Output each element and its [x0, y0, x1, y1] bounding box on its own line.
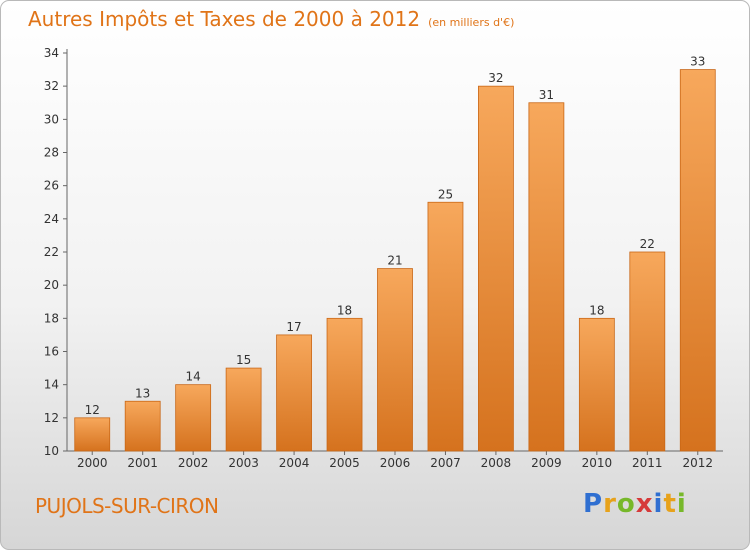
- data-label: 18: [589, 303, 604, 317]
- y-tick-label: 18: [44, 311, 59, 325]
- data-label: 31: [539, 88, 554, 102]
- logo-letter: i: [653, 489, 664, 519]
- y-tick-label: 34: [44, 46, 59, 60]
- data-label: 14: [186, 370, 201, 384]
- bar: [175, 384, 212, 452]
- data-label: 25: [438, 187, 453, 201]
- x-tick-label: 2008: [481, 456, 512, 470]
- x-tick-label: 2007: [430, 456, 461, 470]
- y-tick-label: 24: [44, 212, 59, 226]
- town-name: PUJOLS-SUR-CIRON: [35, 494, 219, 518]
- bar: [478, 85, 514, 452]
- bar: [377, 268, 413, 452]
- x-tick-label: 2011: [632, 456, 663, 470]
- x-tick-label: 2000: [77, 456, 108, 470]
- x-tick-label: 2010: [582, 456, 613, 470]
- y-tick-label: 32: [44, 79, 59, 93]
- x-tick-label: 2001: [127, 456, 158, 470]
- data-label: 12: [85, 403, 100, 417]
- bar: [276, 334, 312, 452]
- chart-title: Autres Impôts et Taxes de 2000 à 2012 (en…: [28, 7, 514, 31]
- y-tick-label: 26: [44, 179, 59, 193]
- bar: [74, 417, 111, 452]
- logo-letter: i: [676, 489, 687, 519]
- bar: [225, 367, 262, 452]
- logo-letter: r: [603, 489, 617, 519]
- y-tick-label: 20: [44, 278, 59, 292]
- x-tick-label: 2004: [279, 456, 310, 470]
- data-label: 33: [690, 55, 705, 69]
- data-label: 32: [488, 71, 503, 85]
- logo-letter: t: [663, 489, 677, 519]
- data-label: 17: [286, 320, 301, 334]
- y-tick-label: 22: [44, 245, 59, 259]
- data-label: 13: [135, 386, 150, 400]
- logo-letter: P: [583, 489, 604, 519]
- data-label: 21: [387, 254, 402, 268]
- bar: [679, 69, 716, 452]
- bar: [326, 317, 363, 452]
- x-tick-label: 2005: [329, 456, 360, 470]
- data-label: 22: [640, 237, 655, 251]
- x-tick-label: 2002: [178, 456, 209, 470]
- chart-bars: [74, 69, 716, 452]
- chart-title-main: Autres Impôts et Taxes de 2000 à 2012: [28, 7, 421, 31]
- x-tick-label: 2012: [682, 456, 713, 470]
- y-tick-label: 28: [44, 146, 59, 160]
- x-tick-label: 2006: [380, 456, 411, 470]
- data-label: 15: [236, 353, 251, 367]
- proxiti-logo: Proxiti: [583, 489, 687, 519]
- bar: [578, 317, 615, 452]
- chart-labels: 12 2000 13 2001 14 2002 15 2003 17 2004 18 2005 21 20…: [77, 55, 713, 470]
- bar: [427, 201, 464, 452]
- bar: [124, 400, 161, 452]
- bar: [528, 102, 565, 452]
- y-tick-label: 12: [44, 411, 59, 425]
- logo-letter: o: [616, 489, 636, 519]
- data-label: 18: [337, 303, 352, 317]
- chart-subtitle: (en milliers d'€): [428, 16, 515, 29]
- y-tick-label: 16: [44, 345, 59, 359]
- chart-axes: 10 12 14 16 18 20 22 24 26 28 30 32 34: [44, 46, 723, 458]
- x-tick-label: 2003: [228, 456, 259, 470]
- y-tick-label: 14: [44, 378, 59, 392]
- x-tick-label: 2009: [531, 456, 562, 470]
- logo-letter: x: [635, 489, 654, 519]
- y-tick-label: 30: [44, 112, 59, 126]
- bar: [629, 251, 666, 452]
- y-tick-label: 10: [44, 444, 59, 458]
